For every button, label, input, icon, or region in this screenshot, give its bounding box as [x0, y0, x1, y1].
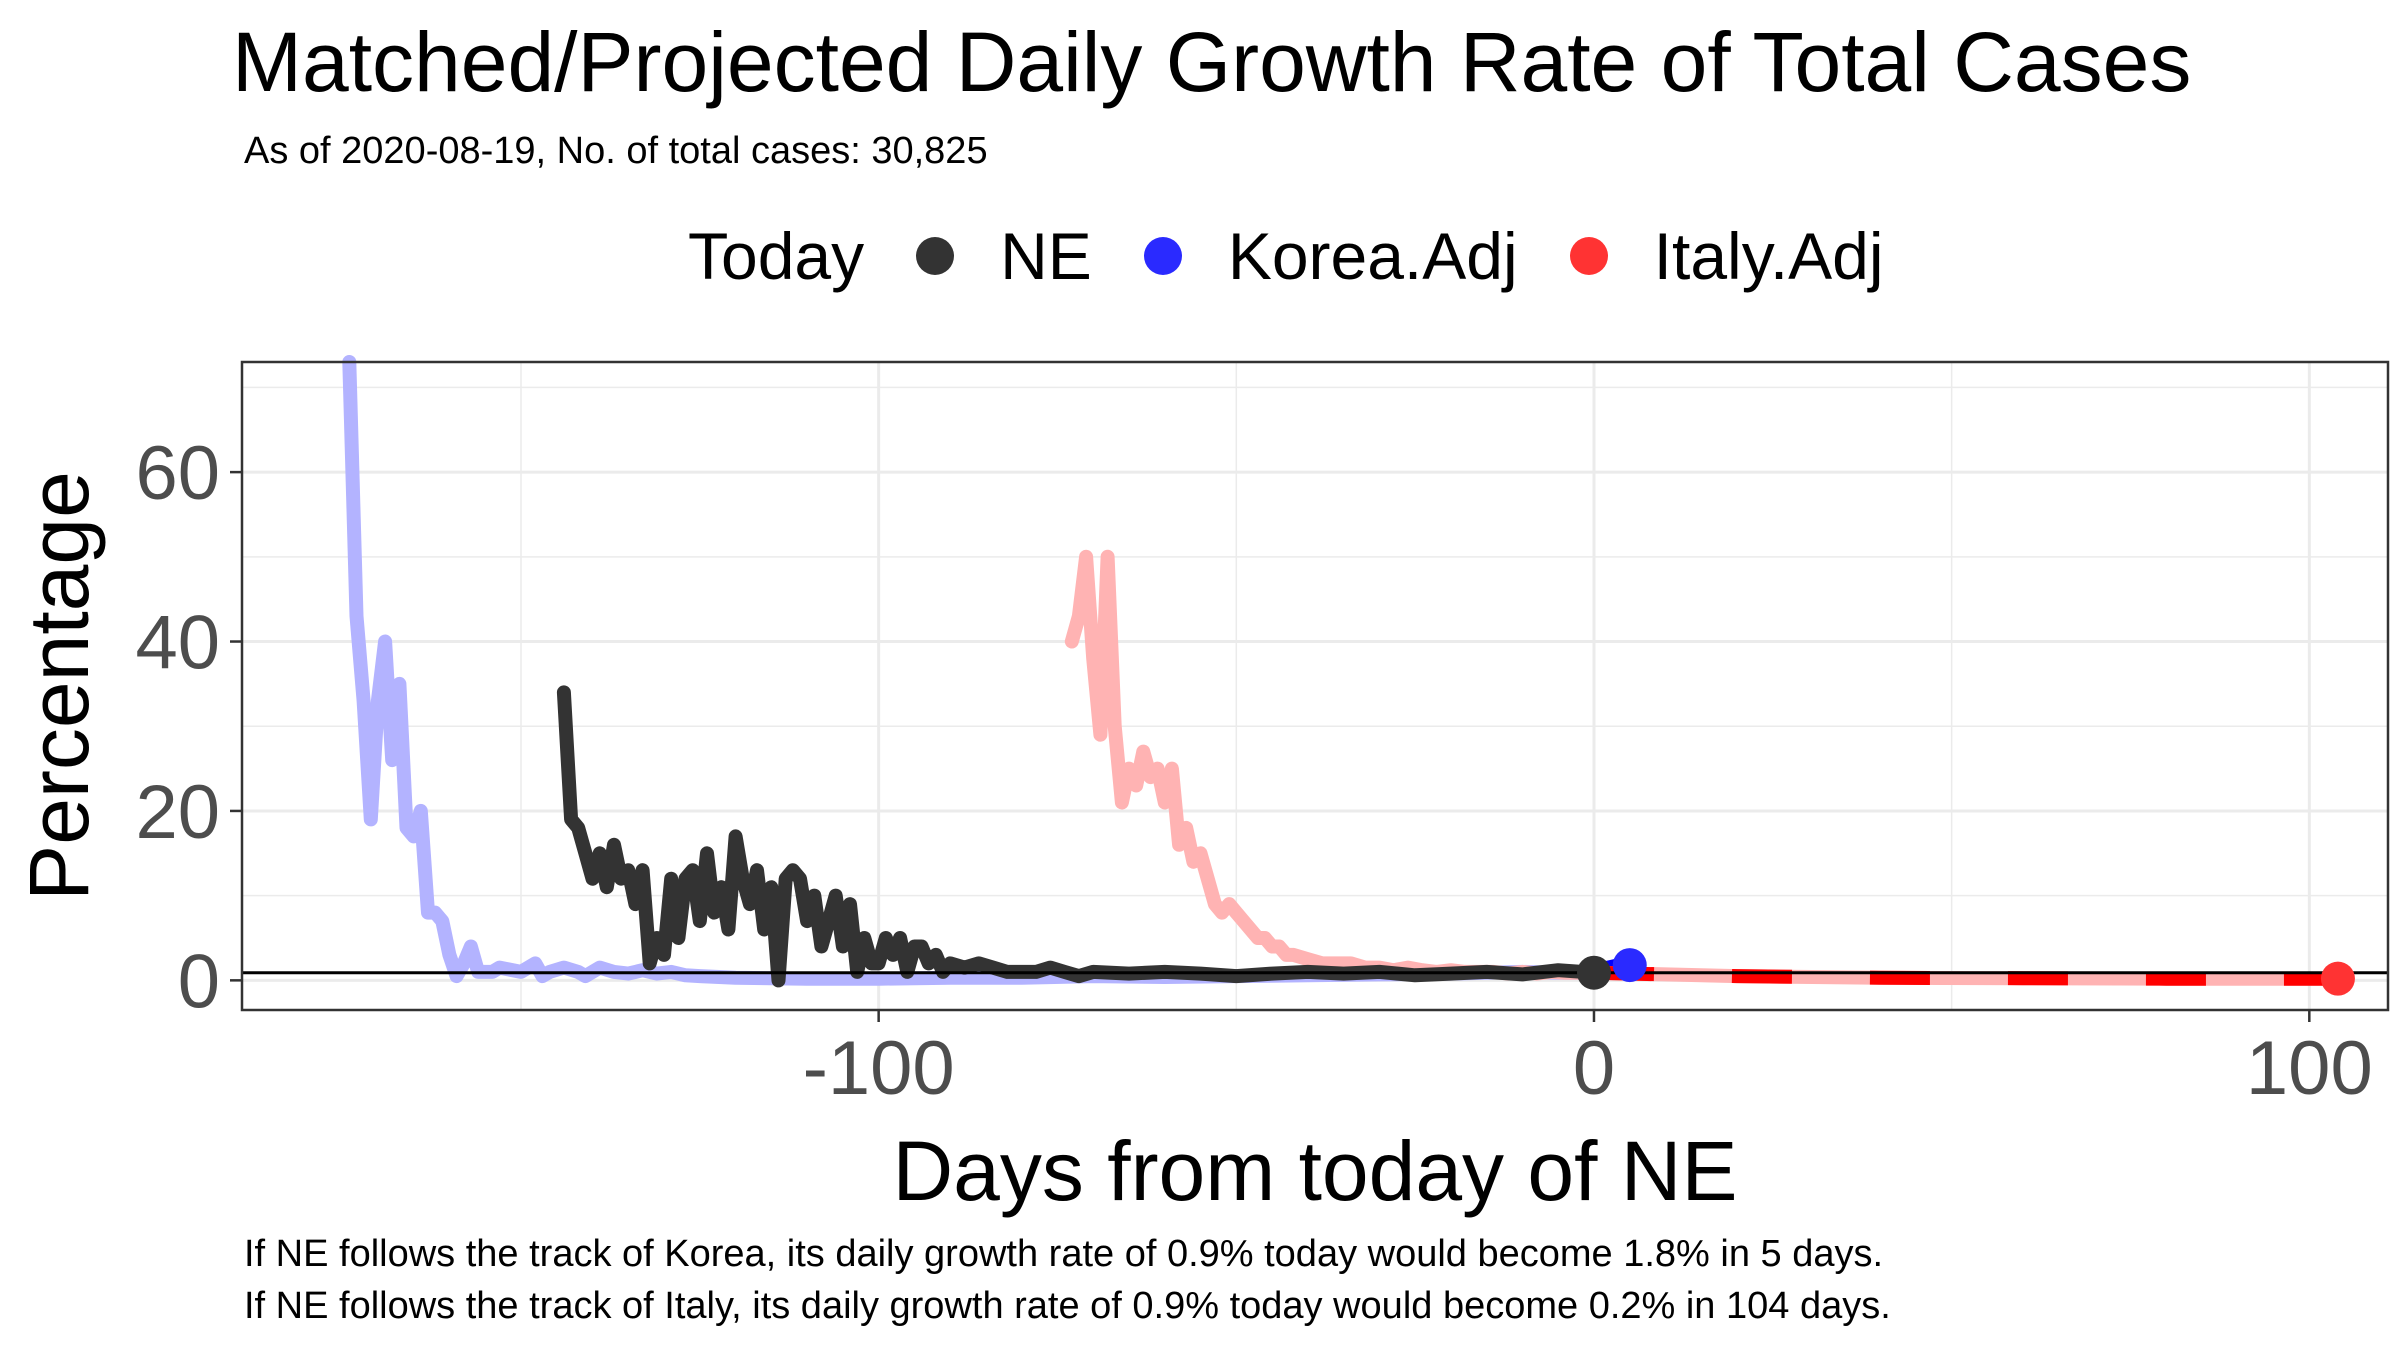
series-line-ne-5: [556, 685, 1601, 988]
y-axis-title: Percentage: [12, 471, 106, 901]
x-tick-label: 0: [1573, 1026, 1615, 1111]
legend-key-korea: [1143, 237, 1182, 275]
series-line-italy-adj-4: [1593, 965, 2338, 986]
legend-label-ne: NE: [1000, 219, 1092, 293]
legend-label-italy: Italy.Adj: [1653, 219, 1884, 293]
y-tick-label: 0: [178, 939, 220, 1024]
panel-border: [240, 360, 2390, 1012]
x-tick-label: 100: [2246, 1026, 2373, 1111]
axis-layer: -100 0 100 0 20 40 60: [135, 431, 2372, 1111]
legend-item-korea: Korea.Adj: [1143, 218, 1518, 294]
series-layer: [242, 355, 2388, 988]
chart-title: Matched/Projected Daily Growth Rate of T…: [232, 15, 2192, 109]
series-line-italy-adj-2: [1064, 549, 1601, 981]
legend-label-korea: Korea.Adj: [1227, 219, 1518, 293]
legend: Today NE Korea.Adj Italy.Adj: [688, 210, 1936, 302]
point-italy-adj: [2320, 961, 2355, 996]
legend-item-italy: Italy.Adj: [1569, 218, 1884, 294]
caption-line-italy: If NE follows the track of Italy, its da…: [244, 1285, 1891, 1327]
legend-item-ne: NE: [916, 218, 1092, 294]
point-ne: [1576, 955, 1611, 990]
x-axis-title: Days from today of NE: [893, 1124, 1738, 1218]
legend-key-ne: [916, 237, 955, 275]
legend-title: Today: [688, 219, 865, 293]
x-tick-label: -100: [803, 1026, 955, 1111]
legend-key-italy: [1569, 237, 1608, 275]
point-layer: [1576, 948, 2355, 996]
y-tick-label: 40: [135, 601, 220, 686]
y-tick-label: 20: [135, 770, 220, 855]
y-tick-label: 60: [135, 431, 220, 516]
series-line-korea-adj-0: [342, 355, 1601, 986]
caption: If NE follows the track of Korea, its da…: [244, 1228, 1891, 1332]
chart-subtitle: As of 2020-08-19, No. of total cases: 30…: [244, 130, 988, 172]
point-korea-adj: [1612, 948, 1647, 983]
caption-line-korea: If NE follows the track of Korea, its da…: [244, 1233, 1884, 1275]
